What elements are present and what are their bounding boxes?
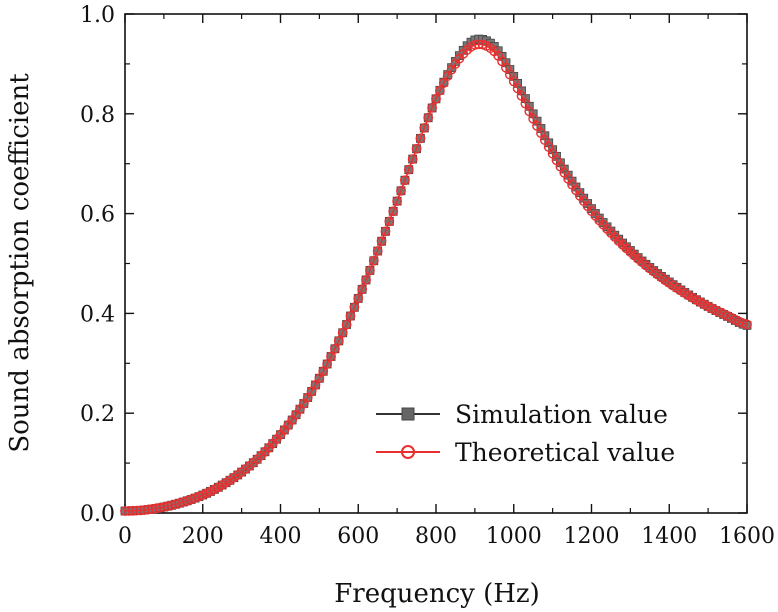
data-point: [403, 164, 414, 175]
data-point: [322, 359, 333, 369]
legend: Simulation value Theoretical value: [376, 400, 675, 467]
data-point: [326, 351, 336, 362]
legend-label-simulation: Simulation value: [455, 400, 668, 429]
data-point: [365, 265, 375, 276]
data-point: [407, 154, 418, 164]
data-point: [411, 143, 422, 154]
x-tick-label: 400: [260, 524, 302, 549]
data-point: [516, 91, 527, 101]
data-point: [396, 185, 406, 196]
data-point: [524, 106, 535, 117]
legend-marker-theoretical: [401, 445, 415, 459]
y-tick-label: 0.8: [80, 103, 115, 128]
x-axis-title: Frequency (Hz): [334, 579, 540, 609]
data-point: [349, 302, 360, 313]
data-point: [388, 206, 399, 217]
x-tick-label: 800: [415, 524, 457, 549]
data-point: [357, 284, 368, 295]
data-point: [528, 113, 539, 124]
data-point: [431, 93, 441, 104]
data-point: [361, 275, 371, 285]
series-layer: [120, 34, 752, 516]
x-tick-label: 600: [337, 524, 379, 549]
y-tick-label: 1.0: [80, 3, 115, 28]
y-tick-label: 0.0: [80, 502, 115, 527]
x-tick-label: 1000: [486, 524, 542, 549]
data-point: [419, 122, 430, 133]
data-point: [434, 85, 445, 96]
x-tick-label: 200: [182, 524, 224, 549]
data-point: [345, 311, 356, 321]
data-point: [376, 236, 387, 247]
data-point: [423, 112, 434, 123]
data-point: [353, 293, 364, 304]
data-point: [520, 98, 531, 109]
x-tick-label: 1200: [564, 524, 620, 549]
data-point: [333, 335, 344, 346]
data-point: [742, 319, 752, 330]
y-axis-title: Sound absorption coefficient: [5, 73, 35, 453]
data-point: [380, 226, 391, 237]
data-point: [399, 175, 410, 186]
series-line: [124, 43, 748, 512]
data-point: [372, 246, 383, 256]
data-point: [341, 319, 352, 330]
legend-marker-simulation: [401, 407, 415, 421]
x-tick-label: 1600: [719, 524, 775, 549]
x-tick-label: 0: [118, 524, 132, 549]
data-point: [337, 327, 348, 338]
y-tick-label: 0.4: [80, 302, 115, 327]
ticks: 0 200 400 600 800 1000 1200 1400 1600 0.0 0.2 0.4 0.…: [80, 3, 775, 549]
data-point: [415, 133, 426, 144]
data-point: [318, 366, 329, 377]
legend-label-theoretical: Theoretical value: [455, 438, 675, 467]
series-theoretical: [120, 39, 752, 516]
data-point: [738, 318, 749, 329]
data-point: [427, 102, 438, 113]
data-point: [368, 255, 379, 266]
x-tick-label: 1400: [641, 524, 697, 549]
y-tick-label: 0.6: [80, 203, 115, 228]
data-point: [384, 216, 395, 227]
y-tick-label: 0.2: [80, 402, 115, 427]
data-point: [512, 83, 523, 94]
data-point: [330, 343, 340, 354]
data-point: [392, 196, 403, 207]
